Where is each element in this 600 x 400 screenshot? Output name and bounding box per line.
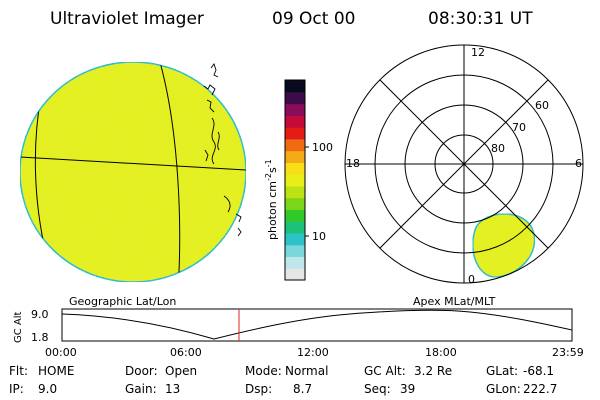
- seq-label: Seq:: [364, 382, 391, 396]
- time-tick-1800: 18:00: [425, 346, 457, 359]
- colorbar-segment: [285, 256, 305, 269]
- dsp-value: 8.7: [293, 382, 312, 396]
- colorbar-tick-label-10: 10: [312, 230, 326, 243]
- altitude-curve: [61, 309, 573, 340]
- polar-panel-label: Apex MLat/MLT: [413, 295, 496, 308]
- mode-value: Normal: [285, 364, 328, 378]
- colorbar-segment: [285, 91, 305, 105]
- polar-panel: 12 18 6 0 60 70 80: [344, 44, 584, 286]
- colorbar-segment: [285, 80, 305, 93]
- colorbar: 100 10 photon cm-2s-1: [264, 79, 333, 281]
- seq-value: 39: [400, 382, 415, 396]
- instrument-title: Ultraviolet Imager: [50, 9, 204, 29]
- colorbar-segment: [285, 185, 305, 199]
- mlat-label-60: 60: [535, 99, 549, 112]
- polar-grid: [344, 44, 584, 284]
- altitude-plot: GC Alt 9.0 1.8 00:00 06:00 12:00 18:00 2…: [13, 308, 584, 359]
- geographic-panel: [19, 61, 247, 283]
- altitude-ytick-high: 9.0: [31, 308, 49, 321]
- colorbar-segment: [285, 209, 305, 222]
- flt-label: Flt:: [9, 364, 28, 378]
- glat-label: GLat:: [486, 364, 518, 378]
- mlat-label-80: 80: [491, 142, 505, 155]
- colorbar-segment: [285, 244, 305, 258]
- colorbar-segment: [285, 174, 305, 187]
- door-label: Door:: [125, 364, 158, 378]
- info-table: Flt: HOME Door: Open Mode: Normal GC Alt…: [9, 364, 557, 396]
- mlt-label-18: 18: [346, 157, 360, 170]
- colorbar-segment: [285, 150, 305, 163]
- colorbar-unit-label: photon cm-2s-1: [264, 159, 279, 240]
- time-tick-2359: 23:59: [552, 346, 584, 359]
- geo-panel-label: Geographic Lat/Lon: [69, 295, 176, 308]
- gain-label: Gain:: [125, 382, 157, 396]
- aurora-blob: [472, 213, 536, 278]
- geo-image-disc: [19, 61, 247, 283]
- time-tick-0600: 06:00: [170, 346, 202, 359]
- gcalt-value: 3.2 Re: [414, 364, 452, 378]
- colorbar-segment: [285, 115, 305, 128]
- ip-label: IP:: [9, 382, 24, 396]
- altitude-plot-frame: [61, 308, 573, 342]
- time-tick-0000: 00:00: [45, 346, 77, 359]
- coastline-outline: [203, 63, 242, 237]
- colorbar-segment: [285, 221, 305, 234]
- mlat-label-70: 70: [512, 121, 526, 134]
- colorbar-tick-label-100: 100: [312, 141, 333, 154]
- glat-value: -68.1: [523, 364, 554, 378]
- door-value: Open: [165, 364, 197, 378]
- mlt-label-6: 6: [575, 157, 582, 170]
- gcalt-label: GC Alt:: [364, 364, 406, 378]
- colorbar-segment: [285, 127, 305, 140]
- date-label: 09 Oct 00: [272, 9, 355, 29]
- flt-value: HOME: [38, 364, 74, 378]
- geo-latitude-line: [20, 156, 246, 171]
- gain-value: 13: [165, 382, 180, 396]
- colorbar-segment: [285, 232, 305, 246]
- colorbar-frame: [284, 79, 306, 281]
- geo-meridian-east: [157, 62, 181, 282]
- time-label: 08:30:31 UT: [428, 9, 533, 29]
- mlt-label-12: 12: [471, 46, 485, 59]
- colorbar-segment: [285, 162, 305, 175]
- ip-value: 9.0: [38, 382, 57, 396]
- colorbar-segment: [285, 138, 305, 152]
- mode-label: Mode:: [245, 364, 282, 378]
- colorbar-segment: [285, 268, 305, 281]
- colorbar-segment: [285, 197, 305, 211]
- altitude-ylabel: GC Alt: [13, 311, 24, 343]
- altitude-ytick-low: 1.8: [31, 331, 49, 344]
- glon-value: 222.7: [523, 382, 557, 396]
- dsp-label: Dsp:: [245, 382, 272, 396]
- polar-diagonal-2: [379, 79, 549, 249]
- colorbar-segment: [285, 103, 305, 116]
- glon-label: GLon:: [486, 382, 521, 396]
- time-tick-1200: 12:00: [297, 346, 329, 359]
- mlt-label-0: 0: [468, 273, 475, 286]
